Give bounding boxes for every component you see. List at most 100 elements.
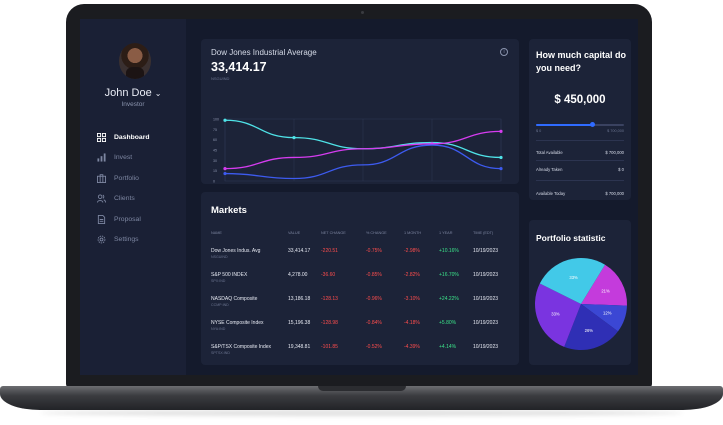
month-change: -4.39%	[404, 344, 420, 350]
slice-label: 26%	[585, 328, 594, 333]
sidebar-item-settings[interactable]: Settings	[96, 230, 150, 251]
markets-panel: Markets NAME VALUE NET CHANGE % CHANGE 1…	[201, 192, 519, 365]
available-today-label: Available Today	[536, 191, 566, 196]
pie-slice	[539, 258, 606, 304]
y-tick-label: 0	[213, 180, 215, 184]
y-tick-label: 45	[213, 149, 217, 153]
market-value: 4,278.00	[288, 272, 308, 278]
sidebar-item-clients[interactable]: Clients	[96, 189, 150, 210]
y-tick-label: 60	[213, 138, 217, 142]
market-value: 15,196.38	[288, 320, 311, 326]
col-value-header: VALUE	[288, 231, 301, 235]
market-name: Dow Jones Indus. Avg	[211, 248, 261, 254]
col-time-header: TIME (EDT)	[473, 231, 494, 235]
market-name: NASDAQ Composite	[211, 296, 258, 302]
chevron-down-icon[interactable]: ⌄	[154, 89, 162, 98]
market-value: 13,186.18	[288, 296, 311, 302]
table-row[interactable]: S&P 500 INDEX SPX:IND 4,278.00 -36.60 -0.85%…	[211, 272, 511, 288]
data-point	[223, 118, 227, 122]
y-tick-label: 15	[213, 169, 217, 173]
year-change: +24.22%	[439, 296, 459, 302]
market-ticker: CCMP:IND	[211, 303, 229, 307]
slice-label: 12%	[603, 311, 612, 316]
briefcase-icon	[96, 173, 106, 183]
sidebar-item-label: Portfolio	[114, 174, 139, 182]
laptop-notch	[318, 386, 406, 391]
month-change: -2.98%	[404, 248, 420, 254]
net-change: -220.51	[321, 248, 338, 254]
pie-slice	[581, 304, 627, 332]
pie-slice	[564, 304, 618, 350]
available-today-row: Available Today $ 700,000	[536, 191, 624, 196]
avatar[interactable]	[119, 43, 151, 79]
market-ticker: NYA:IND	[211, 327, 226, 331]
time-edt: 10/19/2023	[473, 344, 499, 350]
slider-handle[interactable]	[589, 122, 595, 127]
data-point	[223, 167, 227, 171]
divider	[536, 140, 624, 141]
user-role: Investor	[121, 101, 145, 108]
sidebar-item-label: Dashboard	[114, 133, 150, 141]
dashboard-screen: John Doe ⌄ Investor Dashboard Invest Por	[80, 19, 638, 375]
gear-icon	[96, 235, 106, 245]
pie-title: Portfolio statistic	[536, 233, 606, 243]
data-point	[292, 136, 296, 140]
market-name: S&P/TSX Composite Index	[211, 344, 272, 350]
portfolio-statistic-panel: Portfolio statistic 21% 12% 26% 33% 33%	[529, 220, 631, 365]
divider	[536, 180, 624, 181]
market-ticker: SPX:IND	[211, 279, 226, 283]
sidebar-item-portfolio[interactable]: Portfolio	[96, 168, 150, 189]
net-change: -101.85	[321, 344, 338, 350]
market-value: 19,348.81	[288, 344, 311, 350]
available-today-value: $ 700,000	[605, 191, 624, 196]
sidebar: John Doe ⌄ Investor Dashboard Invest Por	[80, 19, 186, 375]
year-change: +4.14%	[439, 344, 457, 350]
pie-slice	[581, 264, 627, 306]
sidebar-item-invest[interactable]: Invest	[96, 148, 150, 169]
percent-change: -0.84%	[366, 320, 382, 326]
time-edt: 10/19/2023	[473, 248, 499, 254]
time-edt: 10/19/2023	[473, 272, 499, 278]
net-change: -128.13	[321, 296, 338, 302]
info-icon[interactable]: i	[500, 48, 508, 56]
sidebar-item-proposal[interactable]: Proposal	[96, 209, 150, 230]
percent-change: -0.75%	[366, 248, 382, 254]
table-row[interactable]: Dow Jones Indus. Avg NSGUIND 33,414.17 -220…	[211, 248, 511, 264]
net-change: -128.98	[321, 320, 338, 326]
slice-label: 33%	[569, 275, 578, 280]
month-change: -4.18%	[404, 320, 420, 326]
index-ticker: NSGUIND	[211, 76, 230, 81]
capital-panel: How much capital do you need? $ 450,000 …	[529, 39, 631, 200]
market-name: NYSE Composite Index	[211, 320, 264, 326]
table-row[interactable]: NASDAQ Composite CCMP:IND 13,186.18 -128.13…	[211, 296, 511, 312]
already-taken-label: Already Taken	[536, 167, 563, 172]
market-ticker: SPTSX:IND	[211, 351, 230, 355]
series-line	[224, 144, 502, 180]
capital-amount: $ 450,000	[554, 94, 606, 106]
sidebar-item-dashboard[interactable]: Dashboard	[96, 127, 150, 148]
percent-change: -0.96%	[366, 296, 382, 302]
total-available-value: $ 700,000	[605, 150, 624, 155]
year-change: +16.70%	[439, 272, 459, 278]
market-name: S&P 500 INDEX	[211, 272, 248, 278]
series-line	[224, 130, 502, 170]
sidebar-item-label: Invest	[114, 154, 133, 162]
capital-slider[interactable]	[536, 122, 624, 127]
bar-chart-icon	[96, 153, 106, 163]
col-name-header: NAME	[211, 231, 222, 235]
pie-slice	[535, 283, 581, 347]
table-row[interactable]: S&P/TSX Composite Index SPTSX:IND 19,348.8…	[211, 344, 511, 360]
table-row[interactable]: NYSE Composite Index NYA:IND 15,196.38 -128…	[211, 320, 511, 336]
year-change: +5.80%	[439, 320, 457, 326]
sidebar-nav: Dashboard Invest Portfolio Clients	[96, 127, 150, 250]
line-chart: MondayTuesdayWednesdayThursdayFriday1007…	[213, 118, 503, 184]
col-month-header: 1 MONTH	[404, 231, 422, 235]
net-change: -36.60	[321, 272, 336, 278]
year-change: +10.16%	[439, 248, 459, 254]
already-taken-row: Already Taken $ 0	[536, 167, 624, 172]
user-menu[interactable]: John Doe ⌄	[80, 87, 186, 99]
slice-label: 21%	[601, 288, 610, 293]
camera-icon	[361, 11, 364, 14]
data-point	[223, 171, 227, 176]
markets-title: Markets	[211, 205, 247, 216]
